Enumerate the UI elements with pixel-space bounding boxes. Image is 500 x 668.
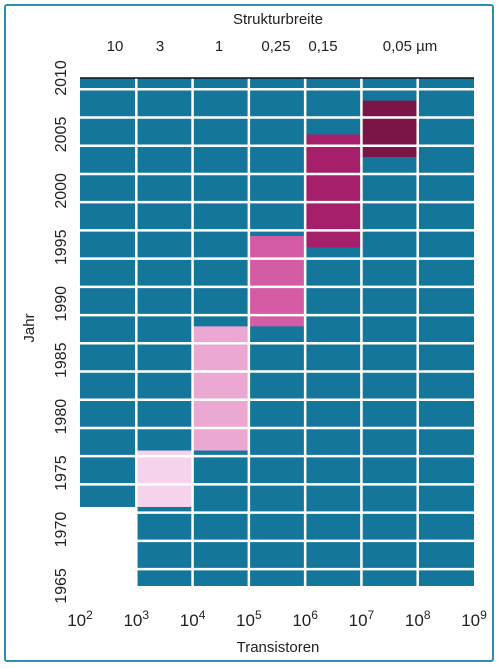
y-tick-label: 1985 [53,342,70,378]
x-axis-label: Transistoren [237,639,320,656]
technology-region [361,100,418,158]
top-tick-label: 0,05 µm [383,38,438,55]
y-tick-label: 1965 [53,568,70,604]
technology-region [80,506,137,586]
top-tick-label: 0,15 [308,38,337,55]
y-tick-label: 2000 [53,173,70,209]
x-tick-label: 102 [67,608,93,630]
x-tick-label: 104 [180,608,206,630]
top-tick-label: 10 [107,38,124,55]
y-tick-label: 1990 [53,286,70,322]
top-tick-label: 0,25 [261,38,290,55]
y-axis-label: Jahr [21,313,38,342]
technology-region [248,236,306,327]
y-tick-label: 1980 [53,399,70,435]
top-tick-label: 3 [156,38,164,55]
x-tick-label: 108 [405,608,431,630]
y-tick-label: 1970 [53,512,70,548]
top-axis-ticks: 10 3 1 0,25 0,15 0,05 µm [107,38,438,55]
plot-area [80,77,474,586]
top-axis-label: Strukturbreite [233,11,323,28]
y-tick-label: 2005 [53,117,70,153]
y-tick-label: 1995 [53,229,70,265]
y-axis-ticks: 1965 1970 1975 1980 1985 1990 1995 2000 2005 2010 [53,60,70,604]
y-tick-label: 2010 [53,60,70,96]
x-axis-ticks: 102 103 104 105 106 107 108 109 [67,608,487,630]
chart-frame [4,4,494,662]
x-tick-label: 103 [123,608,149,630]
x-tick-label: 106 [292,608,318,630]
x-tick-label: 105 [236,608,262,630]
x-tick-label: 109 [461,608,487,630]
x-tick-label: 107 [349,608,375,630]
technology-region [136,450,193,507]
top-tick-label: 1 [215,38,223,55]
technology-region [305,134,362,248]
technology-region [192,326,249,451]
y-tick-label: 1975 [53,455,70,491]
